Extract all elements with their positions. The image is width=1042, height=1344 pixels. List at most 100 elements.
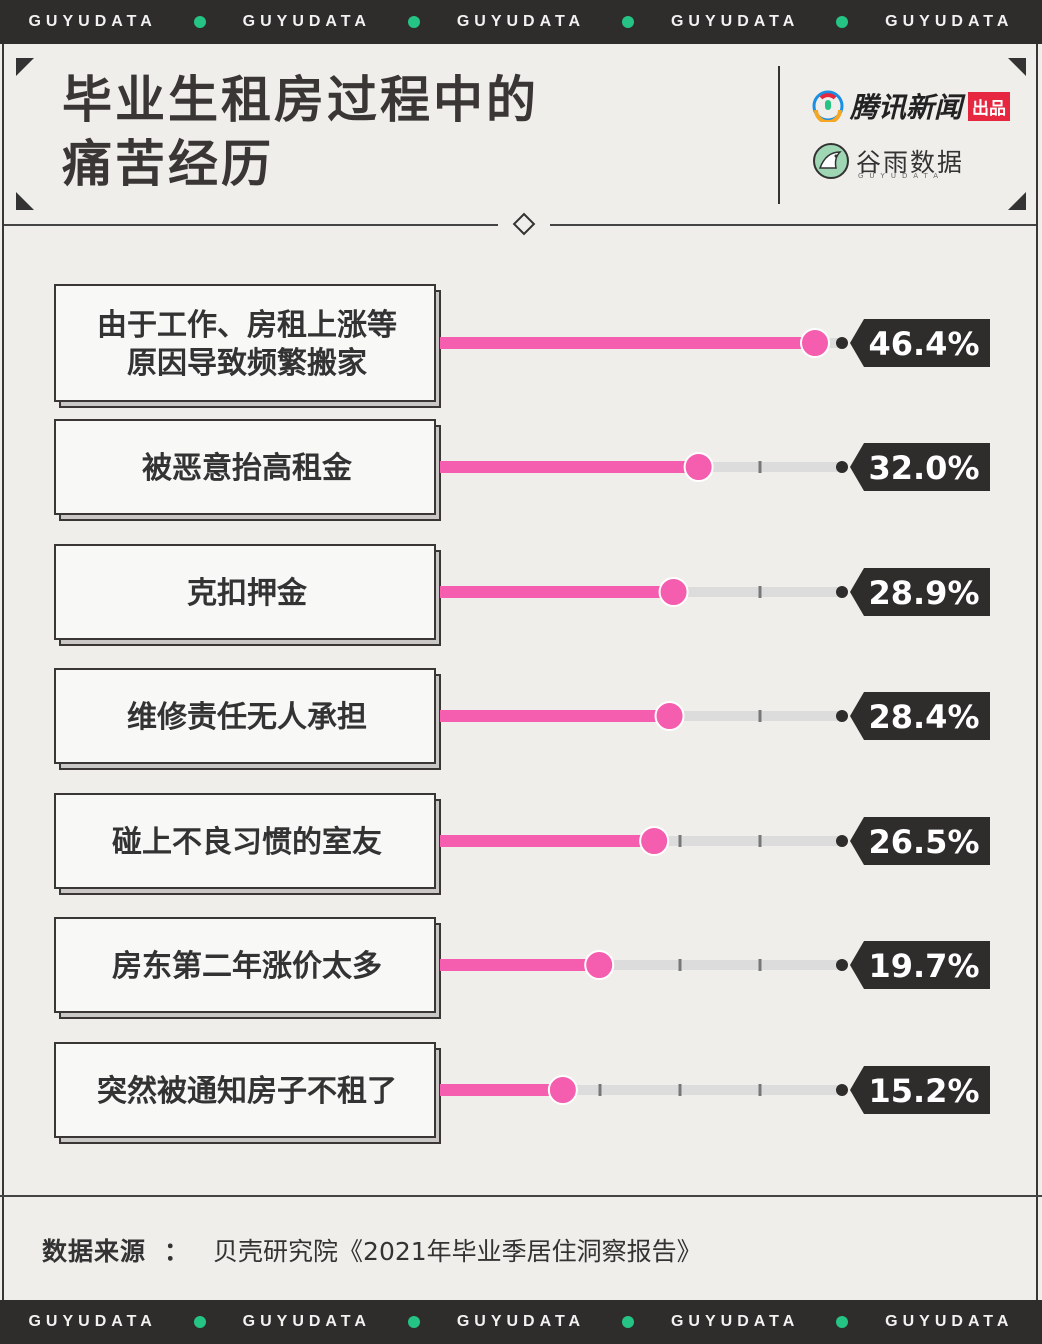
corner-triangle bbox=[1008, 192, 1026, 210]
value-label: 28.4% bbox=[868, 698, 979, 736]
brand-strip-text: GUYUDATA bbox=[242, 13, 371, 30]
bar bbox=[440, 1084, 563, 1096]
green-dot-icon bbox=[836, 16, 849, 28]
produced-badge: 出品 bbox=[968, 91, 1011, 121]
content-frame bbox=[2, 44, 1038, 1300]
value-label: 15.2% bbox=[868, 1072, 979, 1110]
brand-strip-text: GUYUDATA bbox=[885, 1313, 1014, 1330]
label-box bbox=[54, 544, 436, 640]
track-tick bbox=[598, 1084, 602, 1096]
value-tag bbox=[850, 443, 990, 491]
corner-triangle bbox=[16, 192, 34, 210]
green-dot-icon bbox=[622, 16, 635, 28]
green-dot-icon bbox=[407, 1316, 420, 1328]
page-title: 毕业生租房过程中的 痛苦经历 bbox=[62, 68, 702, 196]
value-connector-dot bbox=[836, 337, 848, 349]
guyu-data-logo: 谷雨数据 GUYUDATA bbox=[812, 142, 964, 180]
green-dot-icon bbox=[193, 16, 206, 28]
brand-strip-bottom: GUYUDATA GUYUDATA GUYUDATA GUYUDATA GUYU… bbox=[0, 1300, 1042, 1344]
bar-end-dot bbox=[800, 328, 830, 358]
bar-end-dot bbox=[654, 701, 685, 731]
bar bbox=[440, 461, 699, 473]
green-dot-icon bbox=[193, 1316, 206, 1328]
label-box bbox=[54, 668, 436, 764]
label-box bbox=[54, 1042, 436, 1138]
bar bbox=[440, 959, 600, 971]
value-connector-dot bbox=[836, 959, 848, 971]
source-text: 贝壳研究院《2021年毕业季居住洞察报告》 bbox=[213, 1237, 702, 1266]
value-tag bbox=[850, 319, 990, 367]
value-tag bbox=[850, 568, 990, 616]
track-tick bbox=[758, 461, 762, 473]
green-dot-icon bbox=[407, 16, 420, 28]
source-separator: ： bbox=[164, 1237, 190, 1266]
source-line: 数据来源 ： 贝壳研究院《2021年毕业季居住洞察报告》 bbox=[42, 1232, 702, 1268]
value-label: 28.9% bbox=[868, 574, 979, 612]
brand-strip-top: GUYUDATA GUYUDATA GUYUDATA GUYUDATA GUYU… bbox=[0, 0, 1042, 44]
brand-strip-text: GUYUDATA bbox=[242, 1313, 371, 1330]
category-label: 房东第二年涨价太多 bbox=[112, 949, 382, 984]
value-connector-dot bbox=[836, 835, 848, 847]
guyu-data-name: 谷雨数据 bbox=[856, 148, 965, 177]
brand-strip-text: GUYUDATA bbox=[670, 13, 800, 30]
bar-end-dot bbox=[547, 1075, 578, 1105]
bar-end-dot bbox=[658, 577, 689, 607]
brand-strip-text: GUYUDATA bbox=[885, 13, 1014, 30]
bar bbox=[440, 586, 674, 598]
label-box bbox=[54, 917, 436, 1013]
category-label: 维修责任无人承担 bbox=[127, 700, 367, 735]
value-tag bbox=[850, 1066, 990, 1114]
category-label: 突然被通知房子不租了 bbox=[97, 1074, 397, 1109]
category-label: 原因导致频繁搬家 bbox=[127, 346, 367, 381]
value-tag bbox=[850, 941, 990, 989]
bar-end-dot bbox=[584, 950, 615, 980]
value-label: 46.4% bbox=[868, 325, 979, 363]
title-line: 毕业生租房过程中的 bbox=[62, 71, 539, 129]
track-tick bbox=[758, 710, 762, 722]
label-box bbox=[54, 284, 436, 402]
value-label: 19.7% bbox=[868, 947, 979, 985]
brand-strip-text: GUYUDATA bbox=[456, 13, 586, 30]
green-dot-icon bbox=[622, 1316, 635, 1328]
brand-strip-text: GUYUDATA bbox=[28, 13, 157, 30]
bar-end-dot bbox=[639, 826, 670, 856]
value-connector-dot bbox=[836, 710, 848, 722]
category-label: 克扣押金 bbox=[187, 576, 308, 611]
title-line: 痛苦经历 bbox=[62, 135, 274, 193]
divider-left bbox=[4, 224, 498, 226]
brand-strip-text: GUYUDATA bbox=[670, 1313, 800, 1330]
guyu-data-subtitle: GUYUDATA bbox=[858, 172, 944, 180]
track-tick bbox=[678, 1084, 682, 1096]
value-label: 32.0% bbox=[868, 449, 979, 487]
label-box bbox=[54, 419, 436, 515]
value-label: 26.5% bbox=[868, 823, 979, 861]
bar bbox=[440, 337, 815, 349]
bar-track bbox=[440, 1085, 840, 1095]
track-tick bbox=[758, 959, 762, 971]
track-tick bbox=[678, 835, 682, 847]
divider-right bbox=[550, 224, 1036, 226]
brand-strip-text: GUYUDATA bbox=[456, 1313, 586, 1330]
track-tick bbox=[678, 959, 682, 971]
label-box bbox=[54, 793, 436, 889]
source-label: 数据来源 bbox=[42, 1237, 147, 1266]
track-tick bbox=[758, 1084, 762, 1096]
category-label: 由于工作、房租上涨等 bbox=[97, 308, 397, 343]
brand-strip-text: GUYUDATA bbox=[28, 1313, 157, 1330]
bar bbox=[440, 835, 655, 847]
tencent-news-name: 腾讯新闻 bbox=[850, 91, 963, 124]
value-tag bbox=[850, 817, 990, 865]
tencent-news-icon bbox=[812, 90, 844, 122]
category-label: 碰上不良习惯的室友 bbox=[112, 825, 382, 860]
footer-divider bbox=[0, 1195, 1042, 1197]
track-tick bbox=[758, 586, 762, 598]
tencent-news-logo: 腾讯新闻 出品 bbox=[812, 86, 1011, 126]
bar bbox=[440, 710, 670, 722]
value-connector-dot bbox=[836, 461, 848, 473]
green-dot-icon bbox=[836, 1316, 849, 1328]
corner-triangle bbox=[16, 58, 34, 76]
value-tag bbox=[850, 692, 990, 740]
track-tick bbox=[758, 835, 762, 847]
value-connector-dot bbox=[836, 586, 848, 598]
